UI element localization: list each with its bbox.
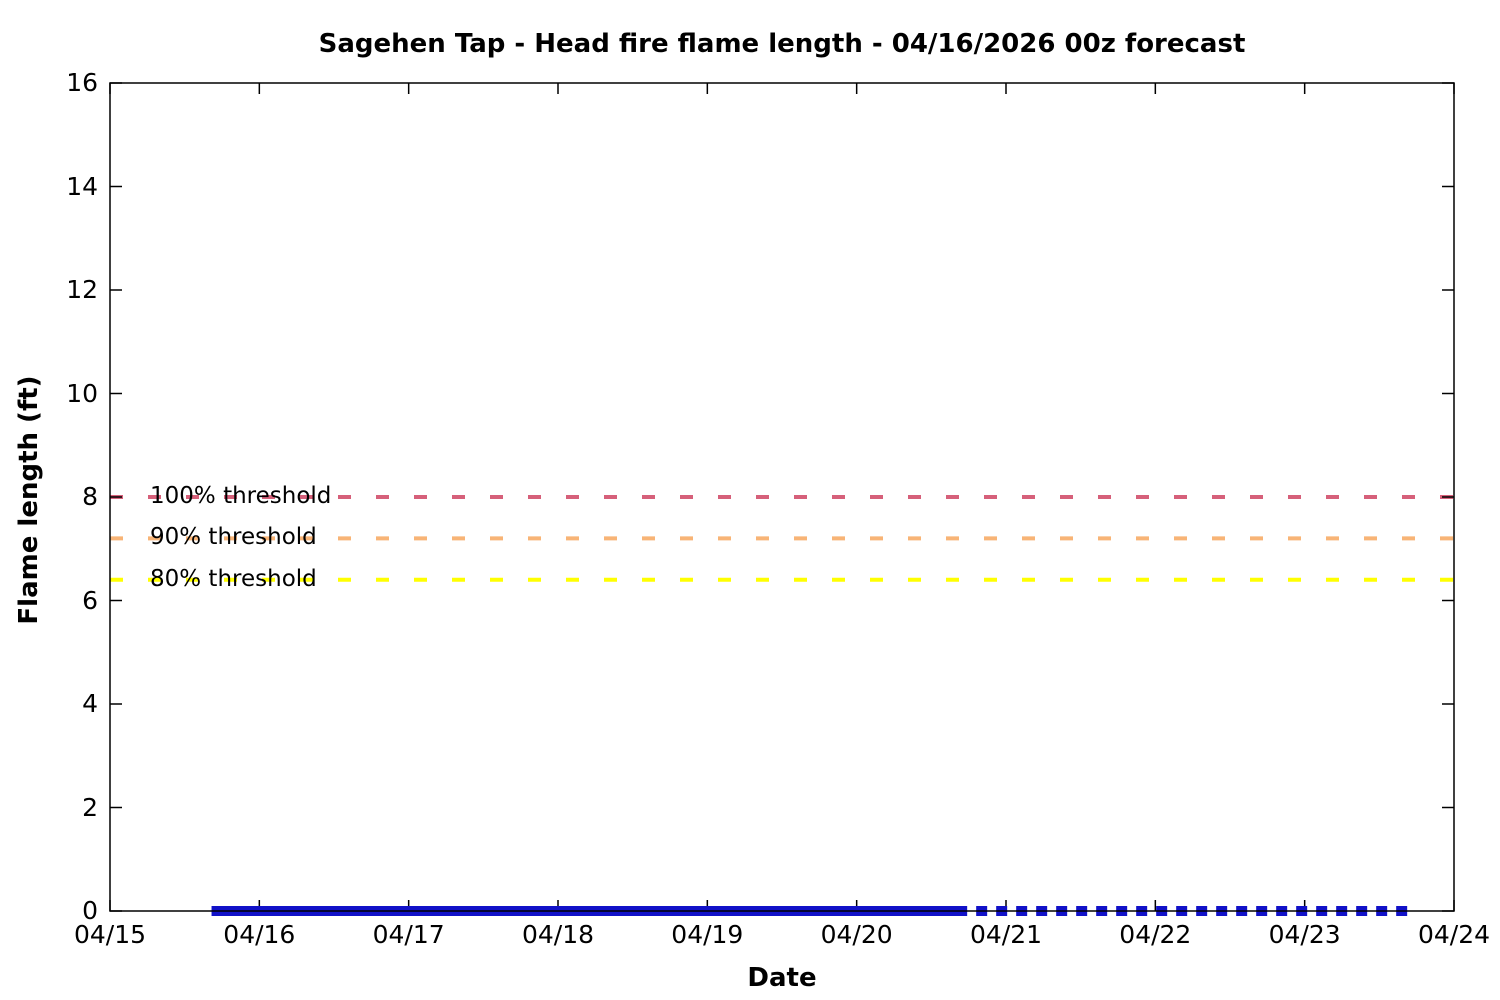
y-tick-label-6: 6: [82, 585, 98, 615]
threshold-label-90: 90% threshold: [150, 524, 317, 551]
y-tick-label-2: 2: [82, 792, 98, 822]
threshold-label-80: 80% threshold: [150, 565, 317, 592]
x-tick-label-04-19: 04/19: [671, 920, 744, 949]
y-tick-label-8: 8: [82, 482, 98, 511]
threshold-label-100: 100% threshold: [150, 483, 332, 509]
x-tick-label-04-17: 04/17: [372, 920, 445, 949]
x-tick-label-04-21: 04/21: [969, 920, 1043, 949]
x-tick-label-04-23: 04/23: [1268, 920, 1341, 949]
y-tick-label-14: 14: [66, 171, 98, 201]
y-tick-label-4: 4: [82, 689, 98, 718]
x-tick-label-04-24: 04/24: [1417, 920, 1491, 949]
x-tick-label-04-16: 04/16: [223, 920, 296, 949]
x-tick-label-04-20: 04/20: [820, 920, 893, 949]
y-tick-label-16: 16: [66, 68, 98, 97]
y-tick-label-12: 12: [66, 275, 98, 304]
plot-border: [109, 82, 1455, 912]
chart-title: Sagehen Tap - Head fire flame length - 0…: [318, 29, 1246, 59]
x-tick-label-04-18: 04/18: [521, 920, 595, 949]
x-axis-label: Date: [747, 963, 817, 993]
x-tick-label-04-22: 04/22: [1119, 920, 1192, 949]
x-tick-label-04-15: 04/15: [73, 920, 147, 949]
y-tick-label-0: 0: [82, 896, 98, 925]
y-tick-label-10: 10: [66, 378, 98, 408]
